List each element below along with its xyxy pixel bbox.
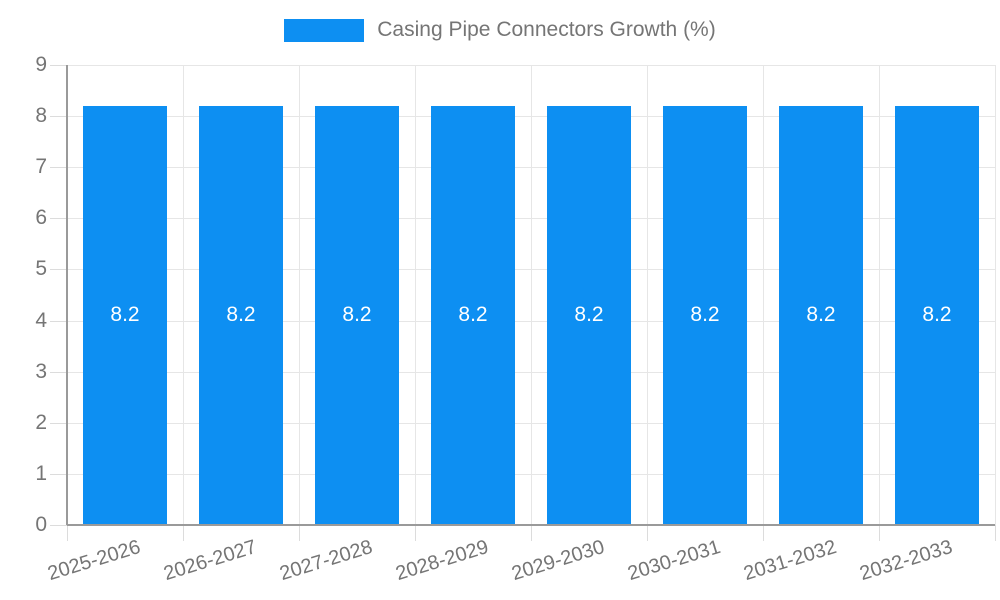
- x-axis-label-text: 2028-2029: [393, 536, 492, 586]
- y-tick: [50, 422, 67, 424]
- legend-swatch: [284, 18, 365, 42]
- x-axis-line: [67, 524, 995, 526]
- x-tick: [994, 525, 996, 541]
- v-gridline: [878, 65, 880, 525]
- plot-area: 0 1 2 3 4 5 6 7 8 9 8.2 8.2 8.2 8.2 8.2 8.2 8.2 8.2 2025-2…: [35, 53, 996, 585]
- y-axis-label: 6: [35, 206, 47, 230]
- y-tick: [50, 473, 67, 475]
- y-tick: [50, 218, 67, 220]
- bar-value-label: 8.2: [574, 303, 604, 327]
- bar-value-label: 8.2: [806, 303, 836, 327]
- y-axis-label: 2: [35, 410, 47, 434]
- y-tick: [50, 116, 67, 118]
- x-tick: [182, 525, 184, 541]
- x-axis-label-text: 2026-2027: [161, 536, 260, 586]
- bar[interactable]: 8.2: [895, 105, 979, 525]
- bar[interactable]: 8.2: [547, 105, 631, 525]
- y-tick: [50, 371, 67, 373]
- bar-value-label: 8.2: [922, 303, 952, 327]
- x-tick: [762, 525, 764, 541]
- y-axis-label: 5: [35, 257, 47, 281]
- x-axis-label-text: 2031-2032: [741, 536, 840, 586]
- bar-value-label: 8.2: [458, 303, 488, 327]
- bar-value-label: 8.2: [690, 303, 720, 327]
- x-tick: [414, 525, 416, 541]
- x-axis-label-text: 2029-2030: [509, 536, 608, 586]
- x-tick: [878, 525, 880, 541]
- legend[interactable]: Casing Pipe Connectors Growth (%): [0, 18, 1000, 42]
- legend-label: Casing Pipe Connectors Growth (%): [377, 18, 716, 41]
- x-axis-label-text: 2027-2028: [277, 536, 376, 586]
- x-axis-label-text: 2030-2031: [625, 536, 724, 586]
- v-gridline: [994, 65, 996, 525]
- bar[interactable]: 8.2: [431, 105, 515, 525]
- v-gridline: [530, 65, 532, 525]
- x-axis-label-text: 2032-2033: [857, 536, 956, 586]
- v-gridline: [298, 65, 300, 525]
- bar[interactable]: 8.2: [663, 105, 747, 525]
- y-axis-label: 0: [35, 513, 47, 536]
- y-axis-label: 7: [35, 155, 47, 179]
- y-tick: [50, 167, 67, 169]
- y-tick: [50, 269, 67, 271]
- bar[interactable]: 8.2: [315, 105, 399, 525]
- bar-value-label: 8.2: [110, 303, 140, 327]
- y-axis-label: 8: [35, 104, 47, 128]
- bar-value-label: 8.2: [226, 303, 256, 327]
- y-axis-label: 9: [35, 53, 47, 76]
- x-tick: [298, 525, 300, 541]
- v-gridline: [646, 65, 648, 525]
- y-tick: [50, 525, 67, 526]
- y-axis-label: 4: [35, 308, 47, 332]
- x-tick: [646, 525, 648, 541]
- bar-value-label: 8.2: [342, 303, 372, 327]
- y-axis-label: 3: [35, 359, 47, 383]
- x-tick: [66, 525, 68, 541]
- bar[interactable]: 8.2: [83, 105, 167, 525]
- x-axis-label-text: 2025-2026: [45, 536, 144, 586]
- y-axis-line: [66, 65, 68, 525]
- v-gridline: [182, 65, 184, 525]
- y-tick: [50, 320, 67, 322]
- v-gridline: [414, 65, 416, 525]
- y-axis-label: 1: [35, 461, 47, 485]
- x-tick: [530, 525, 532, 541]
- bar[interactable]: 8.2: [779, 105, 863, 525]
- bar[interactable]: 8.2: [199, 105, 283, 525]
- v-gridline: [762, 65, 764, 525]
- y-tick: [50, 65, 67, 66]
